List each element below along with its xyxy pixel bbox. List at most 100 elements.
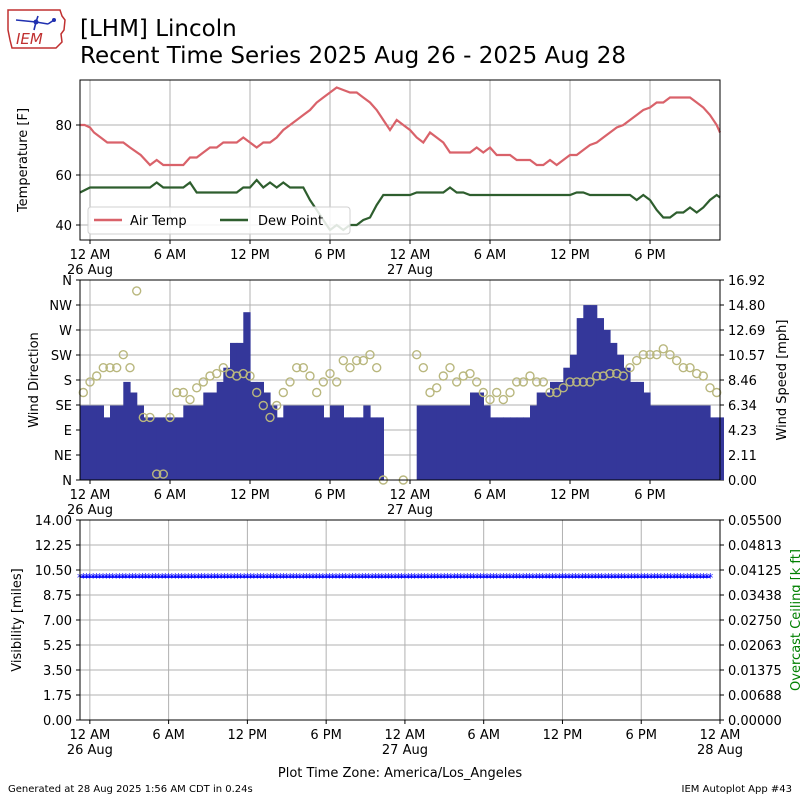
wind-gust-point (272, 400, 282, 411)
wind-speed-bar (110, 405, 118, 480)
visibility-marker: * (369, 571, 375, 585)
vis-ytick-label-1: 1.75 (43, 689, 72, 704)
visibility-marker: * (661, 571, 667, 585)
wind-speed-bar (123, 381, 131, 480)
temp-xtick-label-0: 12 AM (70, 248, 111, 263)
wind-speed-bar (350, 417, 358, 480)
wind-gust-point (485, 394, 495, 405)
visibility-marker: * (284, 571, 290, 585)
wind-gust-point (465, 368, 475, 379)
visibility-marker: * (527, 571, 533, 585)
wind-gust-point (625, 363, 635, 373)
temp-legend (87, 206, 351, 235)
wind-gust-point (85, 377, 95, 387)
wind-xtick-label-5: 6 AM (474, 488, 507, 503)
wind-speed-bar (356, 417, 364, 480)
visibility-marker: * (651, 571, 657, 585)
visibility-marker: * (153, 571, 159, 585)
visibility-marker: * (221, 571, 227, 585)
visibility-marker: * (225, 571, 231, 585)
wind-gust-point (258, 400, 268, 411)
visibility-marker: * (326, 571, 332, 585)
visibility-marker: * (120, 571, 126, 585)
visibility-marker: * (586, 571, 592, 585)
wind-gust-point (478, 387, 488, 398)
wind-speed-bar (676, 405, 684, 480)
visibility-marker: * (655, 571, 661, 585)
visibility-marker: * (110, 571, 116, 585)
wind-gust-point (91, 371, 102, 381)
visibility-marker: * (395, 571, 401, 585)
visibility-marker: * (438, 571, 444, 585)
visibility-marker: * (415, 571, 421, 585)
visibility-marker: * (576, 571, 582, 585)
wind-gust-point (472, 377, 482, 387)
wind-gust-point (652, 350, 662, 360)
temp-xtick-label-6: 12 PM (550, 248, 590, 263)
visibility-marker: * (192, 571, 198, 585)
visibility-marker: * (379, 571, 385, 585)
visibility-marker: * (107, 571, 113, 585)
wind-speed-bar (563, 367, 571, 480)
visibility-marker: * (461, 571, 467, 585)
wind-speed-bar (270, 405, 278, 480)
visibility-marker: * (484, 571, 490, 585)
wind-gust-point (605, 368, 615, 379)
visibility-marker: * (432, 571, 438, 585)
temp-xtick-label-4: 12 AM (390, 248, 431, 263)
visibility-marker: * (553, 571, 559, 585)
wind-gust-point (365, 350, 375, 360)
visibility-marker: * (543, 571, 549, 585)
wind-speed-bar (336, 405, 344, 480)
wind-speed-bar (216, 381, 224, 480)
visibility-marker: * (218, 571, 224, 585)
wind-gust-point (672, 355, 682, 366)
vis-xtick-label-4: 12 AM (385, 728, 426, 743)
visibility-marker: * (612, 571, 618, 585)
wind-gust-point (338, 355, 348, 366)
wind-gust-point (312, 387, 322, 398)
wind-speed-bar (523, 417, 531, 480)
ceiling-ytick-label-6: 0.04125 (728, 564, 782, 579)
logo-text: IEM (16, 30, 43, 48)
wind-speed-bar (83, 405, 91, 480)
visibility-marker: * (560, 571, 566, 585)
wind-speed-bar (163, 417, 171, 480)
visibility-marker: * (126, 571, 132, 585)
temp-xtick-label-2: 12 PM (230, 248, 270, 263)
temp-xtick-sublabel-4: 27 Aug (387, 263, 433, 278)
wind-xtick-label-7: 6 PM (634, 488, 665, 503)
wind-gust-point (325, 368, 335, 379)
footer-app: IEM Autoplot App #43 (681, 784, 792, 795)
ceiling-ytick-label-2: 0.01375 (728, 664, 782, 679)
visibility-marker: * (169, 571, 175, 585)
ceiling-ytick-label-4: 0.02750 (728, 614, 782, 629)
visibility-marker: * (363, 571, 369, 585)
visibility-marker: * (412, 571, 418, 585)
wind-gust-point (185, 394, 195, 405)
visibility-marker: * (304, 571, 310, 585)
visibility-marker: * (297, 571, 303, 585)
visibility-marker: * (602, 571, 608, 585)
wind-speed-label-5: 10.57 (728, 349, 765, 364)
wind-gust-point (245, 371, 255, 381)
wind-speed-bar (616, 354, 624, 480)
wind-speed-bar (470, 392, 478, 480)
wind-gust-point (211, 368, 222, 379)
ceiling-ytick-label-3: 0.02063 (728, 639, 782, 654)
wind-gust-point (452, 377, 462, 387)
wind-speed-bar (656, 405, 664, 480)
visibility-marker: * (530, 571, 536, 585)
wind-speed-bar (323, 417, 331, 480)
wind-gust-point (151, 469, 162, 479)
wind-gust-point (98, 363, 109, 373)
visibility-marker: * (510, 571, 516, 585)
visibility-marker: * (205, 571, 211, 585)
wind-speed-bar (310, 405, 318, 480)
wind-gust-point (218, 363, 229, 373)
visibility-marker: * (477, 571, 483, 585)
wind-speed-bar (503, 417, 511, 480)
wind-gust-point (618, 371, 628, 381)
wind-xtick-sublabel-0: 26 Aug (67, 503, 113, 518)
wind-speed-bar (570, 354, 578, 480)
